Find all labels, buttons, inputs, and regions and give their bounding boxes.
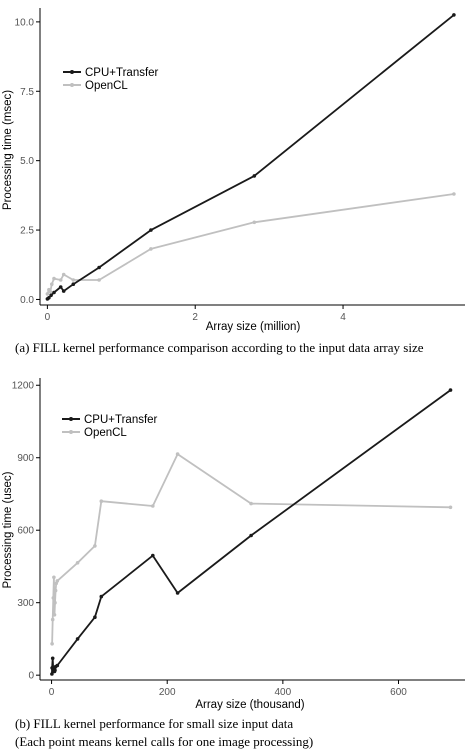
chart-a-y-tick-label: 10.0: [15, 17, 35, 28]
chart-b-point-opencl: [52, 613, 57, 617]
chart-b-legend: CPU+Transfer OpenCL: [62, 414, 158, 439]
chart-b-point-cpu-transfer: [448, 388, 453, 392]
legend-a-opencl-label: OpenCL: [85, 80, 128, 92]
chart-a-point-opencl: [71, 278, 76, 282]
chart-b-point-opencl: [55, 579, 60, 583]
chart-b-caption-line-2: (Each point means kernel calls for one i…: [15, 734, 313, 749]
chart-a-point-opencl: [452, 192, 456, 196]
chart-a-x-tick-label: 4: [340, 312, 346, 323]
chart-b-ylabel: Processing time (usec): [2, 471, 14, 588]
chart-b-point-cpu-transfer: [53, 668, 57, 673]
chart-a-point-cpu-transfer: [252, 174, 257, 178]
chart-a-point-opencl: [45, 292, 50, 296]
chart-a-point-opencl: [252, 220, 257, 225]
chart-a-point-cpu-transfer: [61, 289, 66, 293]
legend-a-cpu-label: CPU+Transfer: [85, 67, 159, 79]
chart-b-point-opencl: [93, 544, 97, 548]
legend-b-cpu-marker: [69, 417, 73, 421]
chart-a-point-opencl: [97, 278, 101, 282]
chart-b-series: [50, 388, 453, 676]
chart-b-xlabel: Array size (thousand): [195, 699, 304, 711]
legend-a-cpu-marker: [70, 70, 74, 74]
chart-a-x-tick-label: 2: [192, 312, 198, 323]
chart-b-point-opencl: [53, 588, 58, 593]
chart-a-y-tick-label: 5.0: [20, 156, 34, 167]
chart-b-point-opencl: [52, 575, 56, 580]
chart-a-point-cpu-transfer: [52, 290, 56, 295]
chart-a-point-opencl: [58, 278, 63, 282]
chart-a-y-tick-label: 2.5: [20, 226, 34, 237]
chart-b-point-cpu-transfer: [249, 533, 253, 538]
chart-b-point-cpu-transfer: [75, 637, 80, 641]
chart-b-point-opencl: [53, 600, 57, 605]
chart-a-point-opencl: [52, 276, 56, 281]
chart-a-legend: CPU+Transfer OpenCL: [63, 67, 159, 92]
chart-a-point-opencl: [48, 289, 53, 294]
chart-b-point-opencl: [75, 561, 80, 565]
chart-a-series-line-cpu-transfer: [46, 14, 455, 300]
chart-b-point-cpu-transfer: [175, 591, 180, 595]
legend-b-cpu-label: CPU+Transfer: [84, 414, 158, 426]
chart-a-point-cpu-transfer: [97, 265, 101, 270]
chart-b-y-tick-label: 300: [17, 598, 34, 609]
chart-a-point-cpu-transfer: [47, 296, 51, 300]
chart-b-y-tick-label: 1200: [12, 381, 35, 392]
chart-b-x-tick-label: 400: [275, 687, 292, 698]
chart-a-y-tick-label: 7.5: [20, 87, 34, 98]
chart-b-point-cpu-transfer: [50, 656, 55, 661]
legend-b-opencl-label: OpenCL: [84, 427, 127, 439]
chart-a-series: [45, 13, 456, 301]
chart-b-ticks: 0 200 400 600 0 300 600 900 1200: [12, 381, 408, 698]
chart-a-point-opencl: [149, 247, 153, 251]
chart-a-point-cpu-transfer: [452, 13, 456, 17]
chart-a-ticks: 0 2 4 0.0 2.5 5.0 7.5 10.0: [15, 17, 347, 323]
chart-b-series-line-opencl: [51, 453, 451, 644]
chart-b-point-opencl: [51, 596, 56, 600]
chart-b-y-tick-label: 0: [28, 671, 34, 682]
chart-b: 0 200 400 600 0 300 600 900 1200 Processing time…: [2, 378, 465, 749]
chart-b-point-cpu-transfer: [151, 553, 155, 558]
chart-a-point-cpu-transfer: [49, 293, 53, 298]
chart-a-y-tick-label: 0.0: [20, 295, 34, 306]
chart-b-point-opencl: [175, 452, 180, 456]
chart-b-point-cpu-transfer: [99, 594, 104, 599]
chart-b-point-opencl: [448, 505, 453, 510]
chart-b-point-opencl: [99, 499, 104, 504]
chart-a: 0 2 4 0.0 2.5 5.0 7.5 10.0 Processing time (mse…: [2, 8, 465, 355]
chart-b-y-tick-label: 900: [17, 453, 34, 464]
chart-b-point-opencl: [50, 642, 54, 646]
chart-b-x-tick-label: 0: [49, 687, 55, 698]
chart-b-y-tick-label: 600: [17, 526, 34, 537]
chart-a-point-opencl: [61, 272, 66, 277]
chart-a-xlabel: Array size (million): [206, 321, 301, 333]
chart-b-caption-line-1: (b) FILL kernel performance for small si…: [15, 716, 293, 731]
chart-a-x-tick-label: 0: [45, 312, 51, 323]
chart-b-point-opencl: [151, 504, 155, 508]
chart-a-point-cpu-transfer: [149, 228, 153, 232]
chart-b-point-opencl: [50, 617, 55, 622]
chart-b-point-opencl: [249, 501, 253, 506]
chart-a-point-cpu-transfer: [58, 285, 63, 289]
chart-b-point-cpu-transfer: [93, 615, 97, 619]
chart-b-x-tick-label: 600: [390, 687, 407, 698]
chart-a-caption: (a) FILL kernel performance comparison a…: [15, 340, 424, 355]
legend-b-opencl-marker: [69, 430, 73, 434]
chart-a-series-line-opencl: [46, 193, 455, 295]
chart-a-point-opencl: [50, 282, 54, 287]
chart-b-point-cpu-transfer: [55, 663, 60, 668]
legend-a-opencl-marker: [70, 83, 74, 87]
chart-a-ylabel: Processing time (msec): [2, 90, 14, 210]
chart-b-x-tick-label: 200: [159, 687, 176, 698]
chart-a-point-cpu-transfer: [71, 282, 76, 287]
